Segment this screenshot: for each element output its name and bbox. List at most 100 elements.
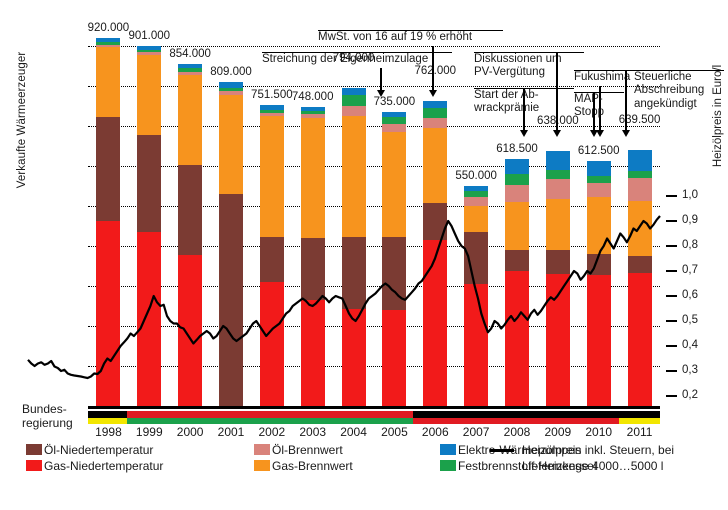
- annotation-fukushima-leader: [599, 86, 601, 130]
- x-axis-year-label: 2009: [544, 425, 572, 439]
- bar-total-label: 901.000: [128, 29, 171, 42]
- bar-total-label: 809.000: [210, 66, 252, 79]
- y-axis-right-title: Heizölpreis in Euro/l: [712, 64, 724, 168]
- bar-segment: [464, 197, 489, 206]
- bar-segment: [464, 190, 489, 198]
- bar-segment: [545, 178, 570, 199]
- annotation-arrowhead: [552, 130, 561, 137]
- bar-segment: [219, 82, 243, 88]
- x-axis-year-label: 1999: [135, 425, 163, 439]
- bar-segment: [545, 150, 570, 170]
- bar-segment: [545, 169, 570, 179]
- gridline: [88, 206, 660, 207]
- bar-segment: [627, 200, 652, 257]
- bar-segment: [219, 94, 243, 194]
- bar-segment: [137, 232, 162, 406]
- x-axis-year-label: 2000: [176, 425, 204, 439]
- bar-total-label: 854.000: [169, 48, 211, 61]
- x-axis-year-label: 2002: [258, 425, 286, 439]
- government-label-line2: regierung: [22, 416, 73, 430]
- annotation-pv-line2: PV-Vergütung: [474, 66, 545, 78]
- bar-segment: [505, 185, 529, 202]
- bar-segment: [219, 87, 243, 91]
- x-axis-year-label: 2011: [626, 425, 653, 439]
- bar-total-label: 612.500: [577, 145, 620, 157]
- bar-total-label: 762.000: [414, 65, 457, 78]
- y-axis-right-tick-mark: [666, 345, 677, 348]
- annotation-pv-line1: Diskussionen um: [474, 52, 584, 67]
- annotation-map-line2: Stopp: [574, 106, 605, 118]
- bar-segment: [382, 124, 407, 133]
- bar-segment: [96, 38, 121, 43]
- bar-segment: [586, 254, 611, 275]
- annotation-arrowhead: [595, 130, 604, 137]
- y-axis-right-tick-label: 0,3: [682, 364, 698, 376]
- bar-segment: [178, 255, 203, 406]
- legend-swatch: [254, 444, 270, 455]
- y-axis-right-tick-mark: [666, 295, 677, 298]
- x-axis-year-label: 2007: [462, 425, 490, 439]
- annotation-steuer-line3: angekündigt: [634, 98, 697, 110]
- bar-segment: [300, 300, 325, 406]
- bar-segment: [178, 64, 203, 69]
- y-axis-right-tick-mark: [666, 195, 677, 198]
- annotation-abwrack-leader: [523, 88, 525, 130]
- bar-segment: [545, 250, 570, 274]
- bar-segment: [178, 68, 203, 72]
- bar-segment: [300, 114, 325, 118]
- annotation-arrowhead: [589, 130, 598, 137]
- gov-band-cdu-spd-bottom: [413, 417, 619, 424]
- y-axis-right-tick-label: 0,6: [682, 289, 698, 301]
- bar-segment: [96, 220, 121, 406]
- x-axis-year-label: 2005: [381, 425, 408, 439]
- y-axis-left-title: Verkaufte Wärmeerzeuger: [16, 51, 28, 189]
- x-axis-year-label: 2003: [299, 425, 327, 439]
- annotation-streichung-leader: [380, 68, 382, 90]
- annotation-map-line1: MAP-: [574, 92, 624, 107]
- bar-segment: [627, 150, 652, 171]
- bar-total-label: 735.000: [373, 96, 416, 108]
- bar-segment: [341, 94, 366, 106]
- bar-segment: [341, 106, 366, 116]
- gridline: [88, 326, 660, 327]
- y-axis-right-tick-label: 0,7: [682, 264, 698, 276]
- bar-segment: [137, 134, 162, 233]
- legend-swatch: [254, 460, 270, 471]
- bar-segment: [300, 110, 325, 114]
- bar-total-label: 794.000: [332, 52, 375, 65]
- annotation-fukushima: Fukushima: [574, 70, 652, 85]
- legend-label: Öl-Niedertemperatur: [44, 443, 154, 457]
- legend-swatch: [26, 444, 42, 455]
- gridline: [88, 246, 660, 247]
- legend-label: Festbrennstoff-Heizkessel: [458, 459, 597, 473]
- bar-segment: [423, 108, 448, 118]
- y-axis-right-tick-label: 1,0: [682, 189, 698, 201]
- gov-band-cdu-fdp2-top: [619, 411, 660, 418]
- bar-segment: [259, 109, 284, 114]
- bar-segment: [423, 117, 448, 129]
- bar-segment: [96, 117, 121, 221]
- bar-segment: [137, 54, 162, 135]
- bar-segment: [259, 113, 284, 117]
- bar-segment: [382, 116, 407, 124]
- bar-total-label: 920.000: [87, 22, 130, 34]
- bar-segment: [586, 161, 611, 176]
- bar-segment: [464, 186, 489, 191]
- bar-segment: [423, 101, 448, 108]
- annotation-pv-leader: [556, 52, 558, 130]
- annotation-streichung: Streichung der Eigenheimzulage: [262, 52, 452, 67]
- bar-segment: [178, 165, 203, 256]
- y-axis-right-tick-label: 0,8: [682, 239, 698, 251]
- bar-segment: [423, 240, 448, 406]
- bar-total-label: 639.500: [618, 114, 661, 127]
- legend-label: Elektro-Wärmepumpen: [458, 443, 582, 457]
- bar-segment: [137, 52, 162, 55]
- x-axis-baseline: [88, 406, 660, 409]
- bar-segment: [464, 232, 489, 284]
- bar-segment: [219, 90, 243, 95]
- legend-label: Öl-Brennwert: [272, 443, 343, 457]
- bar-total-label: 751.500: [251, 89, 293, 102]
- bar-segment: [259, 282, 284, 406]
- bar-segment: [382, 310, 407, 406]
